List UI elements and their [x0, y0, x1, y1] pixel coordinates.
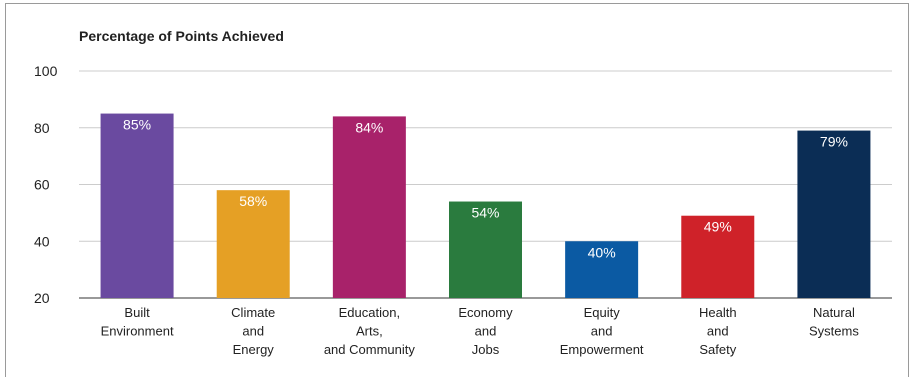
x-axis-categories: Built Environment Climate and Energy Educatio…	[101, 305, 860, 357]
y-tick-label: 40	[34, 233, 50, 249]
bar-data-label: 85%	[123, 117, 151, 133]
chart-title: Percentage of Points Achieved	[79, 28, 284, 44]
x-category-label: Health and Safety	[699, 305, 737, 357]
x-category-label: Equity and Empowerment	[560, 305, 644, 357]
x-category-label: Education, Arts, and Community	[324, 305, 416, 357]
y-tick-label: 100	[34, 63, 58, 79]
x-category-label: Built Environment	[101, 305, 174, 339]
bar	[449, 201, 522, 298]
bar	[681, 215, 755, 298]
bar-chart: Percentage of Points Achieved 20 40 60 80 10…	[34, 28, 892, 357]
x-category-label: Climate and Energy	[231, 305, 275, 357]
bar	[797, 130, 871, 298]
bar-data-label: 84%	[355, 119, 383, 135]
y-tick-label: 20	[34, 290, 50, 306]
bar-data-label: 40%	[588, 244, 616, 260]
bar	[565, 241, 639, 298]
y-axis-ticks: 20 40 60 80 100	[34, 63, 58, 306]
bar-data-label: 79%	[820, 134, 848, 150]
bar-data-label: 54%	[471, 205, 499, 221]
x-category-label: Economy and Jobs	[458, 305, 513, 357]
y-tick-label: 80	[34, 120, 50, 136]
gridlines	[79, 70, 892, 299]
bar	[216, 190, 290, 298]
x-category-label: Natural Systems	[809, 305, 859, 339]
bar	[100, 113, 174, 298]
chart-frame: Percentage of Points Achieved 20 40 60 80 10…	[5, 3, 909, 377]
data-labels: 85% 58% 84% 54% 40% 49% 79%	[123, 117, 848, 261]
bar-data-label: 58%	[239, 193, 267, 209]
bar	[332, 116, 406, 299]
bar-data-label: 49%	[704, 219, 732, 235]
y-tick-label: 60	[34, 177, 50, 193]
bars	[100, 113, 871, 299]
